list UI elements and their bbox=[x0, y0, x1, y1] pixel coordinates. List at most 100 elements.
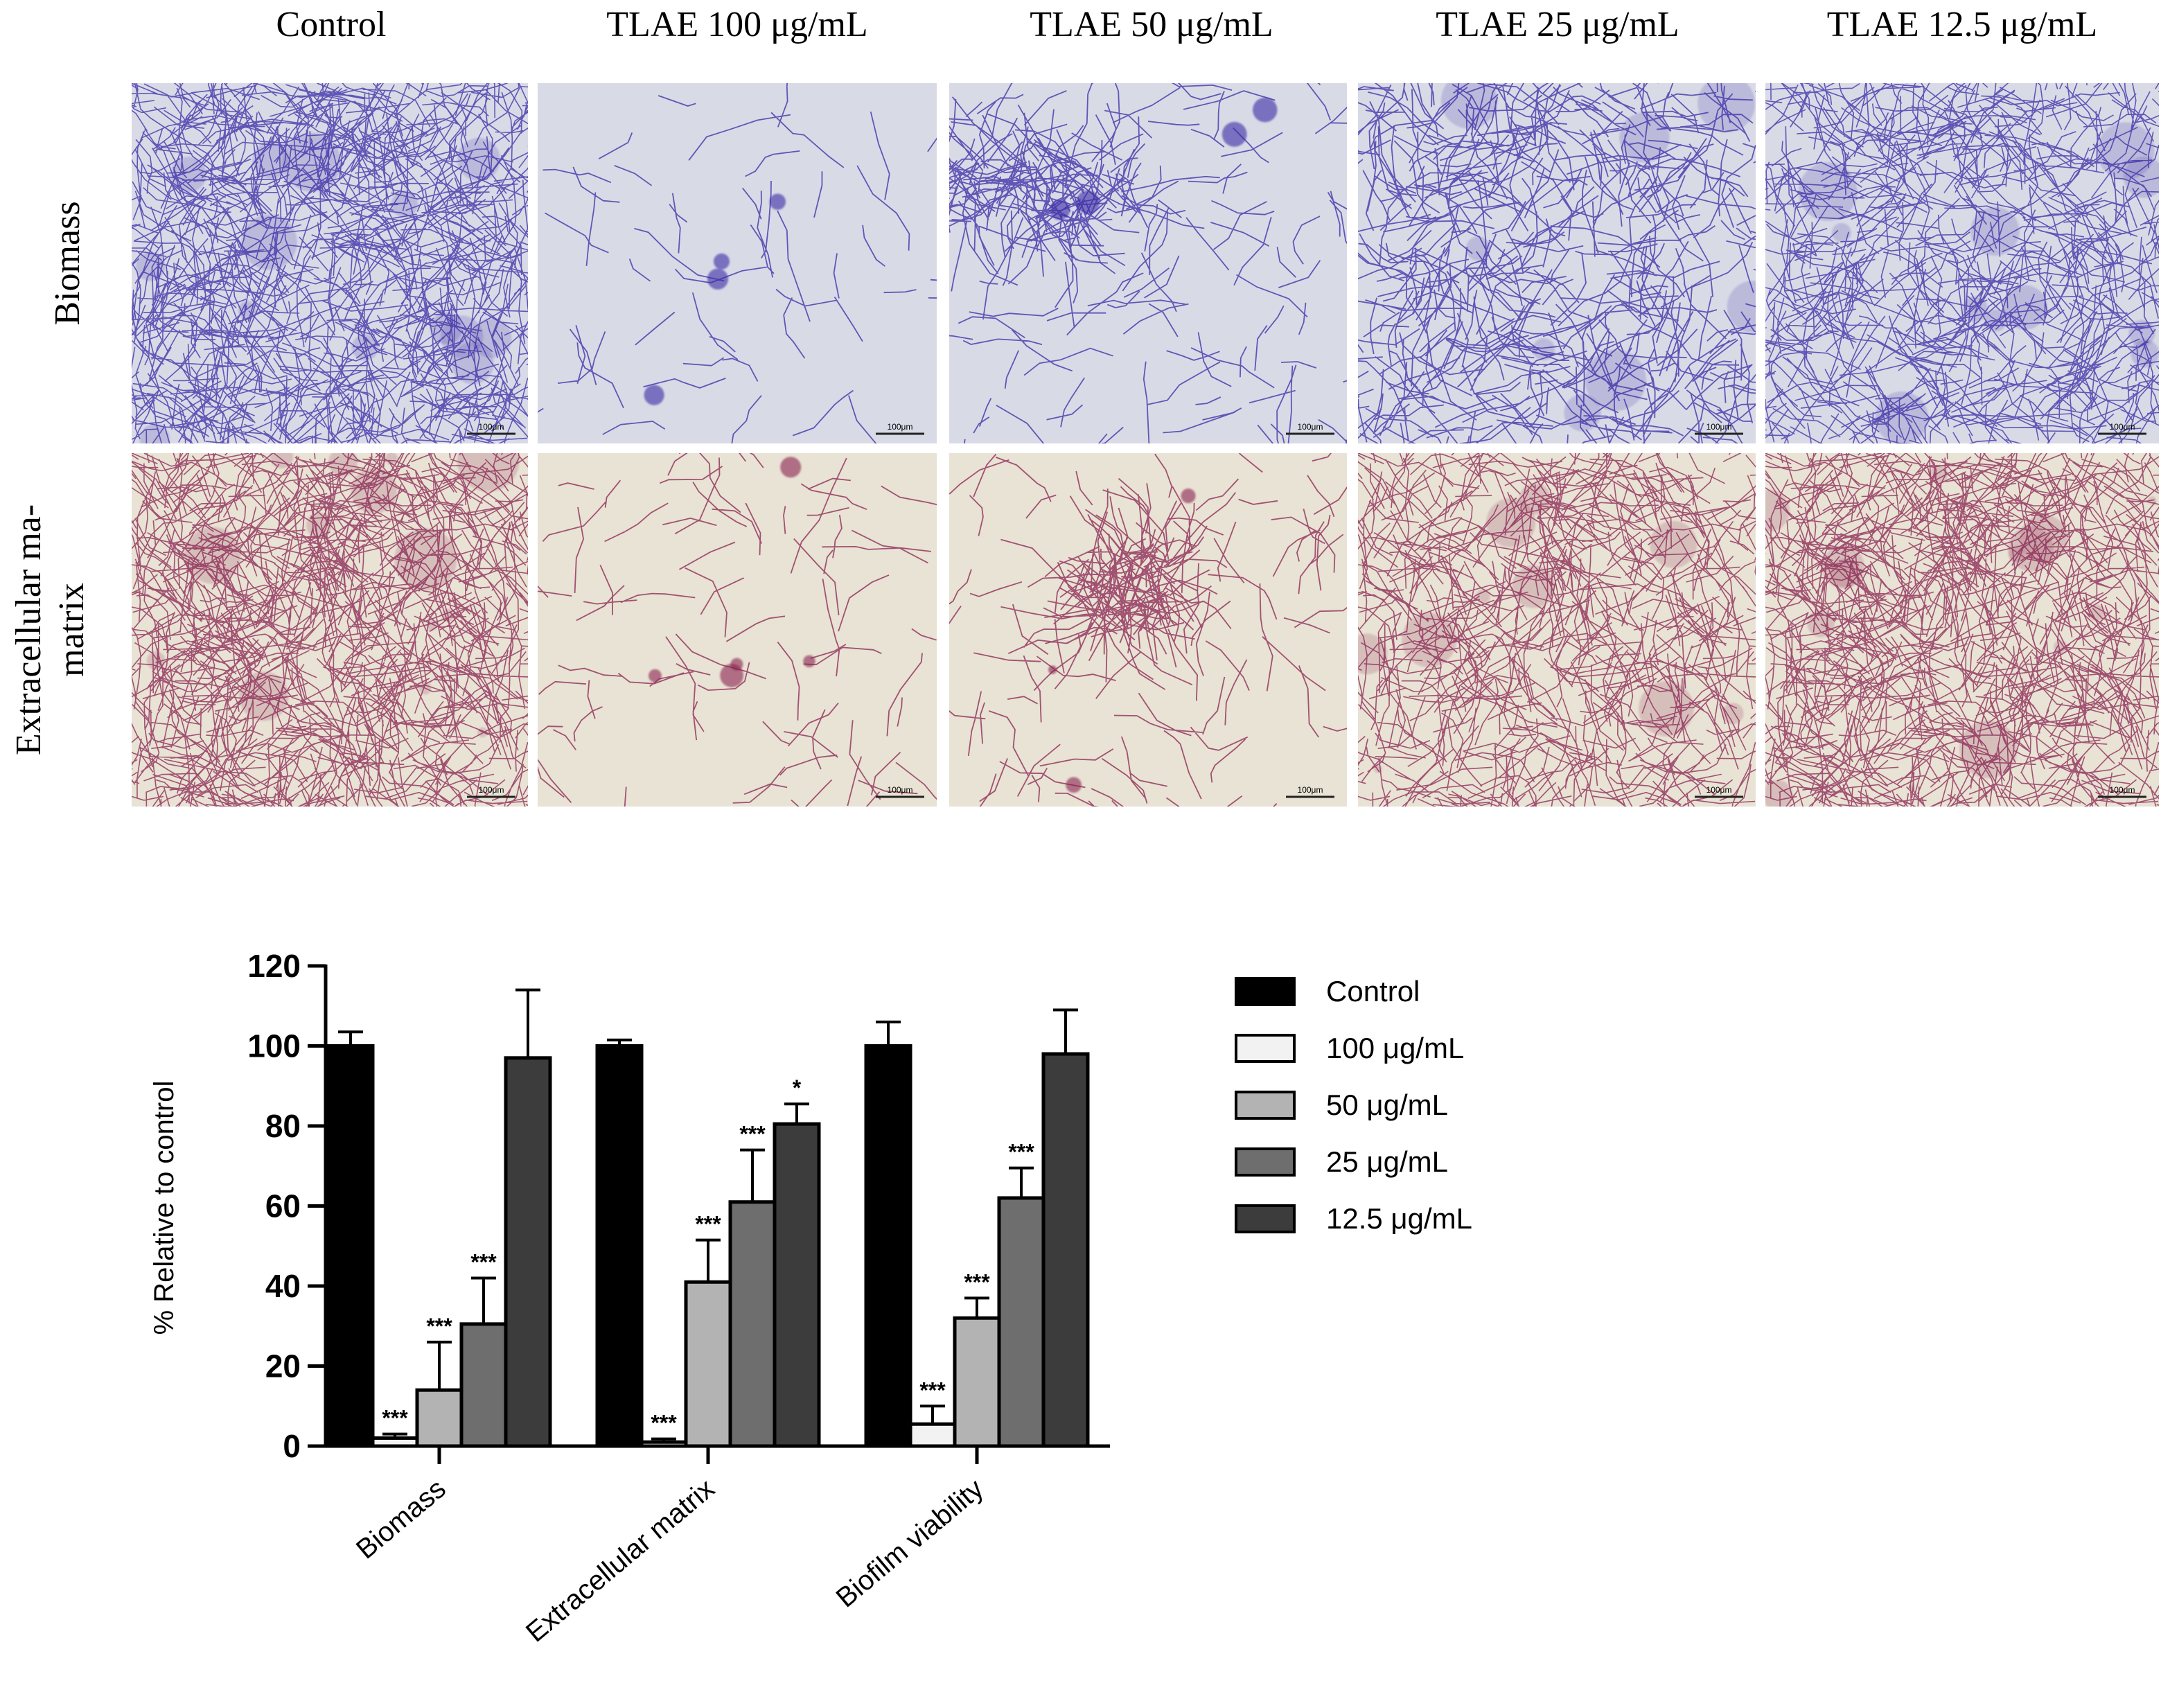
x-category-label: Biomass bbox=[351, 1473, 452, 1565]
bar bbox=[997, 1196, 1046, 1448]
cluster-blob bbox=[1807, 610, 1835, 637]
cluster-blob bbox=[426, 619, 438, 631]
cluster-blob bbox=[1832, 222, 1851, 243]
cluster-blob bbox=[385, 453, 398, 465]
cluster-blob bbox=[394, 528, 457, 591]
significance-marker: *** bbox=[426, 1314, 452, 1339]
x-category-label: Biofilm viability bbox=[831, 1473, 989, 1613]
scale-bar-label: 100μm bbox=[1706, 422, 1732, 432]
cluster-blob bbox=[644, 385, 664, 405]
micrograph-image: 100μm bbox=[538, 453, 937, 807]
legend-label: 12.5 μg/mL bbox=[1326, 1202, 1472, 1235]
legend-swatch bbox=[1235, 1204, 1296, 1233]
cluster-blob bbox=[1048, 665, 1057, 674]
legend: Control 100 μg/mL 50 μg/mL 25 μg/mL 12.5 μg/… bbox=[1235, 975, 1472, 1235]
bar bbox=[371, 1436, 419, 1448]
legend-swatch bbox=[1235, 977, 1296, 1006]
filament-texture bbox=[949, 453, 1347, 807]
y-tick-label: 40 bbox=[265, 1268, 301, 1304]
filament-texture bbox=[1358, 83, 1756, 443]
filament-texture bbox=[1765, 83, 2159, 443]
y-tick-label: 20 bbox=[265, 1348, 301, 1384]
scale-bar-label: 100μm bbox=[1298, 785, 1323, 795]
bar bbox=[773, 1122, 821, 1448]
column-label: TLAE 25 μg/mL bbox=[1436, 5, 1679, 44]
cluster-blob bbox=[477, 727, 488, 738]
row-label-line: Extracellular ma- bbox=[9, 504, 48, 755]
legend-swatch bbox=[1235, 1091, 1296, 1120]
cluster-blob bbox=[707, 268, 729, 290]
micrograph-image: 100μm bbox=[132, 83, 528, 443]
cluster-blob bbox=[1373, 764, 1382, 773]
bar bbox=[639, 1440, 688, 1448]
cluster-blob bbox=[418, 682, 432, 695]
cluster-blob bbox=[713, 253, 730, 270]
cluster-blob bbox=[270, 453, 294, 469]
scale-bar-label: 100μm bbox=[2110, 785, 2135, 795]
micrograph-panel: Control TLAE 100 μg/mL TLAE 50 μg/mL TLAE 2… bbox=[9, 5, 2159, 807]
cluster-blob bbox=[769, 193, 786, 210]
significance-marker: *** bbox=[919, 1377, 946, 1402]
scale-bar-label: 100μm bbox=[479, 785, 504, 795]
filament-texture bbox=[538, 453, 937, 807]
filament-texture bbox=[1358, 453, 1756, 807]
micrograph-image: 100μm bbox=[538, 83, 937, 443]
micrograph-image: 100μm bbox=[1765, 83, 2159, 443]
bar bbox=[908, 1422, 957, 1448]
cluster-blob bbox=[1533, 338, 1555, 361]
column-label: TLAE 50 μg/mL bbox=[1030, 5, 1273, 44]
cluster-blob bbox=[457, 137, 501, 182]
column-label: TLAE 12.5 μg/mL bbox=[1827, 5, 2097, 44]
bar bbox=[595, 1044, 644, 1448]
legend-label: 100 μg/mL bbox=[1326, 1032, 1464, 1064]
cluster-blob bbox=[1650, 520, 1697, 568]
cluster-blob bbox=[1619, 112, 1670, 163]
plot-area: 0 20 40 60 80 100 120 Biomass Extracellular matr… bbox=[247, 948, 1110, 1648]
cluster-blob bbox=[1765, 780, 1793, 807]
y-tick-label: 120 bbox=[247, 948, 301, 984]
x-category-label: Extracellular matrix bbox=[520, 1473, 721, 1648]
cluster-blob bbox=[139, 423, 170, 443]
significance-marker: *** bbox=[964, 1269, 990, 1294]
scale-bar-label: 100μm bbox=[1706, 785, 1732, 795]
cluster-blob bbox=[441, 608, 455, 622]
cluster-blob bbox=[2088, 604, 2106, 622]
micrograph-background bbox=[949, 453, 1347, 807]
cluster-blob bbox=[1358, 633, 1388, 675]
cluster-blob bbox=[238, 301, 257, 319]
bar bbox=[415, 1388, 464, 1448]
micrograph-image: 100μm bbox=[132, 453, 528, 807]
cluster-blob bbox=[328, 453, 358, 477]
micrograph-image: 100μm bbox=[949, 453, 1347, 807]
bar bbox=[684, 1280, 732, 1448]
y-tick-label: 100 bbox=[247, 1028, 301, 1064]
cluster-blob bbox=[1476, 589, 1490, 604]
cluster-blob bbox=[1050, 200, 1070, 220]
bar bbox=[728, 1200, 777, 1448]
bar-chart: % Relative to control 0 20 40 60 80 100 120 Bio… bbox=[149, 948, 1472, 1648]
bar bbox=[459, 1322, 508, 1448]
cluster-blob bbox=[1765, 489, 1790, 532]
significance-marker: *** bbox=[739, 1122, 766, 1147]
cluster-blob bbox=[1722, 703, 1744, 725]
cluster-blob bbox=[1181, 488, 1196, 504]
cluster-blob bbox=[803, 655, 815, 668]
row-label-line: matrix bbox=[52, 583, 91, 677]
cluster-blob bbox=[1066, 777, 1082, 793]
cluster-blob bbox=[1727, 281, 1756, 333]
cluster-blob bbox=[241, 214, 297, 270]
significance-marker: *** bbox=[382, 1406, 408, 1431]
scale-bar-label: 100μm bbox=[479, 422, 504, 432]
cluster-blob bbox=[306, 512, 332, 538]
cluster-blob bbox=[1831, 558, 1860, 588]
bar bbox=[1041, 1052, 1090, 1448]
cluster-blob bbox=[730, 658, 743, 671]
cluster-blob bbox=[1959, 720, 2018, 779]
cluster-blob bbox=[146, 651, 166, 670]
legend-label: 25 μg/mL bbox=[1326, 1145, 1448, 1178]
y-axis-title: % Relative to control bbox=[149, 1081, 179, 1335]
column-label: Control bbox=[276, 5, 387, 44]
cluster-blob bbox=[1929, 465, 1948, 484]
cluster-blob bbox=[184, 527, 241, 584]
